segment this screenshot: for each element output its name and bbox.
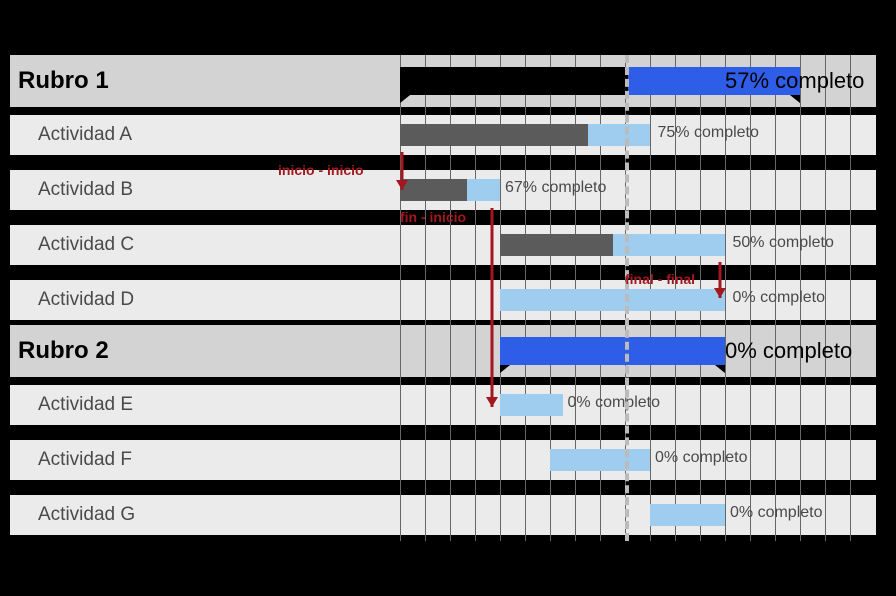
row-label: Actividad F [10, 449, 132, 471]
row-label: Actividad C [10, 234, 134, 256]
today-line [625, 55, 629, 541]
gantt-chart: Rubro 1 57% completo Actividad A 75% comple… [0, 0, 896, 596]
completion-label: 0% completo [568, 394, 661, 412]
completion-label: 67% completo [505, 179, 606, 197]
completion-label: 50% completo [733, 234, 834, 252]
gridline [850, 55, 851, 541]
bar-done [400, 179, 467, 201]
row-label: Rubro 2 [10, 337, 109, 365]
bar-remaining [588, 124, 651, 146]
row-label: Actividad D [10, 289, 134, 311]
completion-label: 0% completo [733, 289, 826, 307]
bar-remaining [613, 234, 726, 256]
gridline [825, 55, 826, 541]
completion-label: 0% completo [655, 449, 748, 467]
completion-label: 57% completo [725, 68, 864, 94]
bar-remaining [500, 394, 563, 416]
bar-remaining [500, 337, 725, 365]
bar-remaining [650, 504, 725, 526]
arrow-label: fin - inicio [400, 209, 466, 225]
bar-done [500, 234, 613, 256]
bar-done [400, 124, 588, 146]
row-label: Rubro 1 [10, 67, 109, 95]
bar-remaining [500, 289, 725, 311]
bar-remaining [550, 449, 650, 471]
row-label: Actividad B [10, 179, 133, 201]
activity-row-e: Actividad E [10, 385, 876, 425]
completion-label: 75% completo [658, 124, 759, 142]
bar-remaining [467, 179, 500, 201]
row-label: Actividad G [10, 504, 135, 526]
row-label: Actividad A [10, 124, 132, 146]
completion-label: 0% completo [730, 504, 823, 522]
completion-label: 0% completo [725, 338, 852, 364]
row-label: Actividad E [10, 394, 133, 416]
bar-done [400, 67, 628, 95]
